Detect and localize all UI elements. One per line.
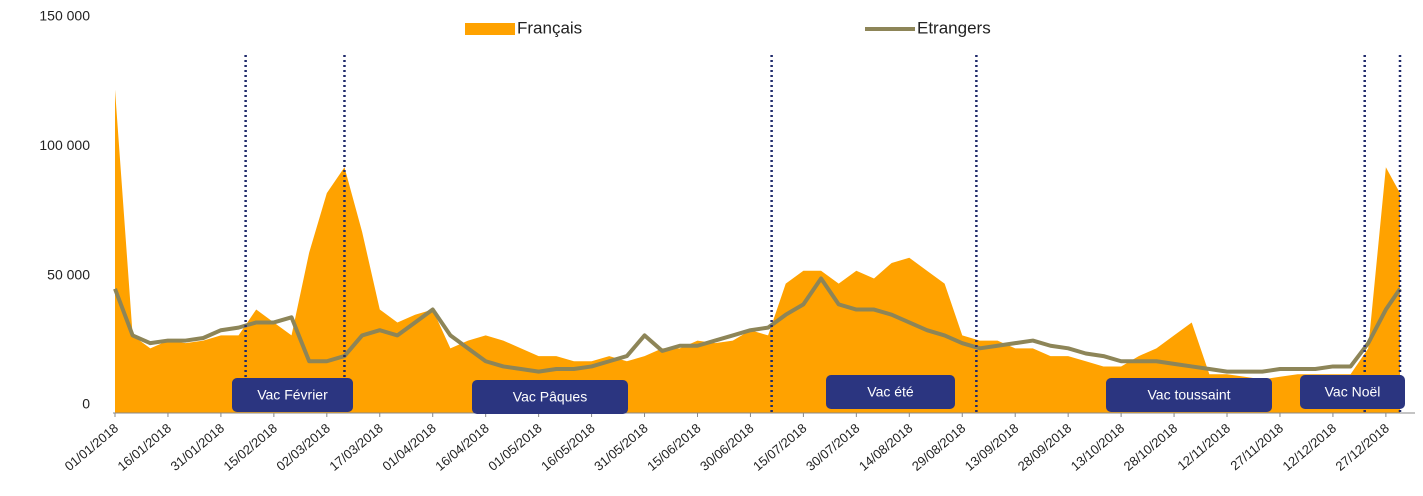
x-tick-label: 30/07/2018 <box>803 420 862 473</box>
x-tick-label: 01/04/2018 <box>379 420 438 473</box>
y-tick-label: 150 000 <box>39 8 90 24</box>
x-tick-label: 28/09/2018 <box>1015 420 1074 473</box>
x-tick-label: 27/12/2018 <box>1333 420 1392 473</box>
annotation-box <box>826 375 955 409</box>
legend-swatch <box>465 23 515 35</box>
x-tick-label: 16/01/2018 <box>115 420 174 473</box>
x-tick-label: 27/11/2018 <box>1227 420 1286 473</box>
x-tick-label: 14/08/2018 <box>856 420 915 473</box>
x-tick-label: 13/09/2018 <box>962 420 1021 473</box>
y-tick-label: 0 <box>82 396 90 412</box>
x-tick-label: 01/05/2018 <box>485 420 544 473</box>
y-tick-label: 50 000 <box>47 266 90 282</box>
legend-label: Français <box>517 18 582 37</box>
x-tick-label: 15/02/2018 <box>221 420 280 473</box>
legend-label: Etrangers <box>917 18 991 37</box>
x-tick-label: 02/03/2018 <box>273 420 332 473</box>
annotation-box <box>472 380 628 414</box>
line <box>113 276 1402 374</box>
x-tick-label: 30/06/2018 <box>697 420 756 473</box>
annotation-label: Vac été <box>867 384 914 400</box>
annotation-box <box>232 378 353 412</box>
x-tick-label: 15/07/2018 <box>750 420 809 473</box>
annotation-box <box>1106 378 1272 412</box>
annotation-box <box>1300 375 1405 409</box>
x-tick-label: 16/04/2018 <box>432 420 491 473</box>
annotation-label: Vac Pâques <box>513 389 587 405</box>
x-tick-label: 12/12/2018 <box>1280 420 1339 473</box>
y-tick-label: 100 000 <box>39 137 90 153</box>
annotation-label: Vac Février <box>257 387 328 403</box>
x-tick-label: 17/03/2018 <box>326 420 385 473</box>
annotation-label: Vac toussaint <box>1147 387 1230 403</box>
x-tick-label: 31/01/2018 <box>168 420 227 473</box>
x-tick-label: 01/01/2018 <box>62 420 121 473</box>
area <box>115 89 1400 414</box>
annotation-label: Vac Noël <box>1325 384 1381 400</box>
x-tick-label: 12/11/2018 <box>1174 420 1233 473</box>
x-tick-label: 28/10/2018 <box>1121 420 1180 473</box>
x-tick-label: 13/10/2018 <box>1068 420 1127 473</box>
x-tick-label: 15/06/2018 <box>644 420 703 473</box>
x-tick-label: 31/05/2018 <box>591 420 650 473</box>
x-tick-label: 29/08/2018 <box>909 420 968 473</box>
x-tick-label: 16/05/2018 <box>538 420 597 473</box>
